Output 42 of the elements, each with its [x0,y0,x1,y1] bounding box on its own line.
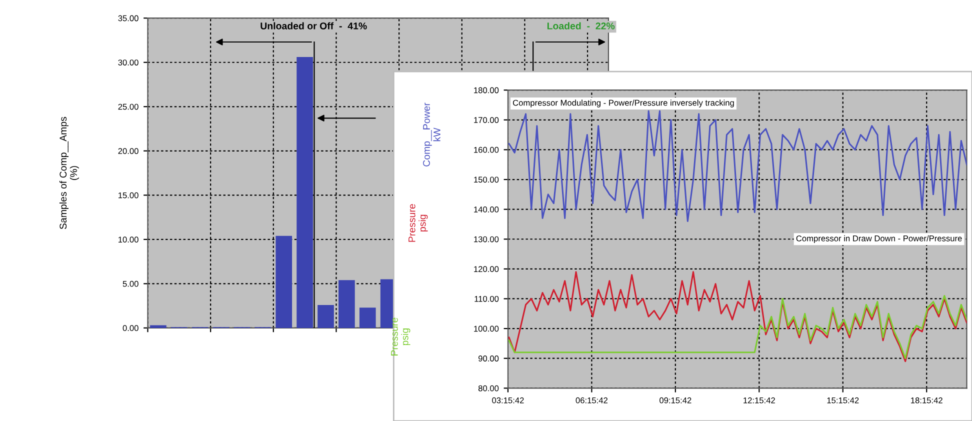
y-axis-title: Samples of Comp__Amps (%) [59,116,79,230]
text: Pressure psig [391,318,410,356]
bar [318,304,334,328]
x-tick-label: 03:15:42 [492,397,524,404]
bar [296,57,313,328]
y-tick-label: 120.00 [474,266,499,272]
annotation: Loaded - 22% [547,22,615,30]
text: Pressure psig [408,204,428,242]
y-tick-label: 10.00 [118,236,138,243]
y-tick-label: 5.00 [122,280,138,287]
y-tick-label: 140.00 [474,206,499,212]
x-tick-label: 09:15:42 [660,397,692,404]
y-tick-label: 20.00 [118,148,138,154]
y-tick-label: 160.00 [474,146,499,153]
bar [150,325,166,328]
x-tick-label: 12:15:42 [744,397,775,404]
line-series [508,271,967,362]
x-tick-label: 18:15:42 [911,397,942,404]
annotation: Compressor in Draw Down - Power/Pressure [796,235,962,244]
annotation: Unloaded or Off - 41% [260,22,367,30]
y-tick-label: 35.00 [118,15,138,22]
y-tick-label: 110.00 [474,296,499,302]
bar [276,236,292,328]
y-tick-label: 80.00 [478,385,499,392]
annotation: Compressor Modulating - Power/Pressure inversely tracking [512,100,734,108]
x-tick-label: 06:15:42 [576,397,608,404]
bar [338,280,355,328]
y-tick-label: 30.00 [118,60,138,66]
y-tick-label: 25.00 [118,104,138,110]
y-tick-label: 180.00 [474,87,499,94]
y-tick-label: 150.00 [474,176,499,183]
y-tick-label: 100.00 [474,326,499,332]
y-tick-label: 170.00 [474,117,499,123]
y-tick-label: 90.00 [478,356,499,362]
y-tick-label: 15.00 [118,192,138,198]
text: Comp__Power kW [423,102,440,166]
x-tick-label: 15:15:42 [827,397,859,404]
line-series [508,294,967,360]
bar [359,308,376,328]
line-series [508,110,967,222]
y-tick-label: 130.00 [474,236,499,242]
y-tick-label: 0.00 [122,325,138,332]
